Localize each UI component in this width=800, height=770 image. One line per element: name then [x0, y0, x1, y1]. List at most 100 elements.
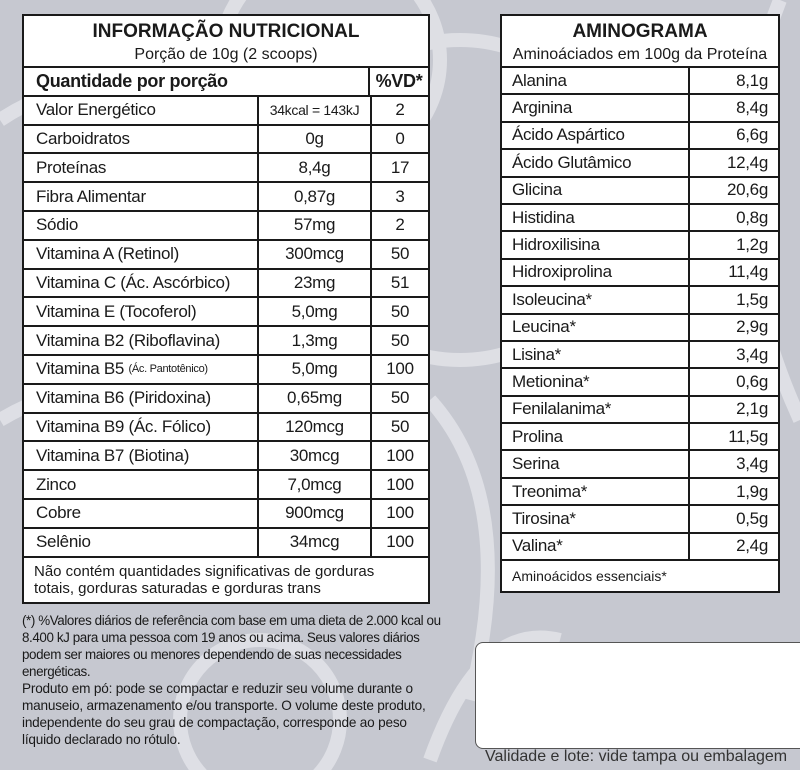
amino-amount: 1,5g	[688, 287, 778, 313]
nutrient-amount: 7,0mcg	[257, 471, 370, 498]
nutrient-amount: 0,87g	[257, 183, 370, 210]
nutrition-row: Vitamina E (Tocoferol) 5,0mg 50	[24, 296, 428, 326]
batch-info-box	[475, 642, 800, 749]
nutrient-vd: 50	[370, 327, 428, 354]
amino-amount: 2,9g	[688, 314, 778, 340]
nutrition-row: Vitamina A (Retinol) 300mcg 50	[24, 238, 428, 268]
aminogram-table: AMINOGRAMA Aminoáciados em 100g da Prote…	[500, 14, 780, 594]
amino-amount: 1,2g	[688, 232, 778, 258]
nutrient-vd: 100	[370, 499, 428, 527]
aminogram-footer: Aminoácidos essenciais*	[502, 559, 778, 591]
amino-amount: 8,4g	[688, 95, 778, 121]
name-note: (Ác. Pantotênico)	[128, 363, 209, 376]
nutrient-vd: 50	[370, 413, 428, 441]
amino-row: Metionina* 0,6g	[502, 367, 778, 395]
amino-row: Arginina 8,4g	[502, 93, 778, 121]
amino-name: Lisina*	[512, 344, 561, 364]
nutrient-amount: 0,65mg	[257, 384, 370, 412]
amino-row: Lisina* 3,4g	[502, 339, 778, 368]
amino-row: Histidina 0,8g	[502, 202, 778, 231]
amino-row: Fenilalanima* 2,1g	[502, 394, 778, 423]
nutrition-row: Cobre 900mcg 100	[24, 497, 428, 527]
nutrition-title: INFORMAÇÃO NUTRICIONAL	[92, 21, 360, 42]
nutrition-row: Vitamina B6 (Piridoxina) 0,65mg 50	[24, 382, 428, 412]
nutrient-vd: 50	[370, 298, 428, 326]
amino-amount: 2,1g	[688, 396, 778, 423]
amino-name: Ácido Aspártico	[512, 125, 625, 145]
nutrient-name: Vitamina A (Retinol)	[36, 244, 179, 264]
nutrient-amount: 34mcg	[257, 528, 370, 556]
amino-row: Hidroxilisina 1,2g	[502, 230, 778, 258]
nutrient-amount: 120mcg	[257, 413, 370, 441]
amino-row: Valina* 2,4g	[502, 531, 778, 560]
nutrient-name: Sódio	[36, 215, 78, 235]
nutrient-name: Vitamina E (Tocoferol)	[36, 301, 197, 321]
header-quantity: Quantidade por porção	[36, 70, 228, 91]
amino-row: Leucina* 2,9g	[502, 312, 778, 340]
amino-row: Glicina 20,6g	[502, 175, 778, 203]
nutrient-amount: 23mg	[257, 269, 370, 297]
amino-name: Fenilalanima*	[512, 399, 612, 419]
amino-name: Hidroxiprolina	[512, 262, 612, 282]
nutrition-row: Vitamina B7 (Biotina) 30mcg 100	[24, 440, 428, 470]
nutrient-amount: 900mcg	[257, 499, 370, 527]
amino-name: Metionina*	[512, 371, 590, 391]
amino-row: Alanina 8,1g	[502, 66, 778, 94]
nutrition-row: Sódio 57mg 2	[24, 209, 428, 239]
vd-footnote: (*) %Valores diários de referência com b…	[22, 613, 441, 679]
amino-row: Hidroxiprolina 11,4g	[502, 257, 778, 286]
amino-row: Ácido Aspártico 6,6g	[502, 120, 778, 149]
nutrition-row: Proteínas 8,4g 17	[24, 152, 428, 182]
amino-amount: 11,5g	[688, 424, 778, 450]
amino-name: Serina	[512, 454, 560, 474]
nutrient-vd: 50	[370, 384, 428, 412]
nutrient-amount: 300mcg	[257, 240, 370, 268]
footnotes: (*) %Valores diários de referência com b…	[22, 612, 442, 748]
nutrient-vd: 100	[370, 471, 428, 498]
amino-amount: 11,4g	[688, 259, 778, 286]
nutrition-row: Selênio 34mcg 100	[24, 526, 428, 556]
nutrient-name: Proteínas	[36, 157, 107, 177]
nutrition-row: Zinco 7,0mcg 100	[24, 469, 428, 498]
amino-name: Isoleucina*	[512, 289, 592, 309]
amino-row: Treonima* 1,9g	[502, 476, 778, 505]
nutrient-amount: 1,3mg	[257, 327, 370, 354]
nutrient-name: Selênio	[36, 532, 91, 552]
nutrient-vd: 17	[370, 154, 428, 182]
amino-amount: 0,8g	[688, 204, 778, 231]
header-vd: %VD*	[368, 68, 428, 95]
nutrient-amount: 5,0mg	[257, 355, 370, 383]
fat-note: Não contém quantidades significativas de…	[24, 555, 428, 602]
nutrient-name: Zinco	[36, 474, 77, 494]
nutrient-name: Cobre	[36, 503, 81, 523]
nutrition-row: Vitamina C (Ác. Ascórbico) 23mg 51	[24, 267, 428, 297]
nutrient-name: Vitamina C (Ác. Ascórbico)	[36, 272, 231, 292]
nutrient-amount: 5,0mg	[257, 298, 370, 326]
amino-amount: 3,4g	[688, 451, 778, 477]
nutrient-name: Vitamina B7 (Biotina)	[36, 445, 190, 465]
nutrient-vd: 51	[370, 269, 428, 297]
nutrient-vd: 0	[370, 125, 428, 153]
amino-amount: 8,1g	[688, 68, 778, 94]
amino-amount: 12,4g	[688, 150, 778, 176]
amino-row: Prolina 11,5g	[502, 422, 778, 450]
amino-amount: 6,6g	[688, 122, 778, 149]
powder-footnote: Produto em pó: pode se compactar e reduz…	[22, 681, 426, 747]
amino-row: Serina 3,4g	[502, 449, 778, 477]
amino-name: Alanina	[512, 70, 567, 90]
amino-name: Hidroxilisina	[512, 235, 600, 255]
nutrient-amount: 57mg	[257, 211, 370, 239]
nutrient-amount: 34kcal = 143kJ	[257, 96, 370, 124]
aminogram-title: AMINOGRAMA	[572, 21, 708, 42]
nutrient-name: Carboidratos	[36, 128, 130, 148]
nutrition-row: Fibra Alimentar 0,87g 3	[24, 181, 428, 210]
nutrient-amount: 30mcg	[257, 442, 370, 470]
nutrition-row: Valor Energético 34kcal = 143kJ 2	[24, 94, 428, 124]
validity-text: Validade e lote: vide tampa ou embalagem	[485, 748, 788, 765]
nutrient-amount: 0g	[257, 125, 370, 153]
nutrition-facts-table: INFORMAÇÃO NUTRICIONAL Porção de 10g (2 …	[22, 14, 430, 604]
nutrient-name: Vitamina B6 (Piridoxina)	[36, 388, 211, 408]
nutrition-row: Carboidratos 0g 0	[24, 123, 428, 153]
amino-name: Histidina	[512, 207, 575, 227]
nutrient-vd: 50	[370, 240, 428, 268]
